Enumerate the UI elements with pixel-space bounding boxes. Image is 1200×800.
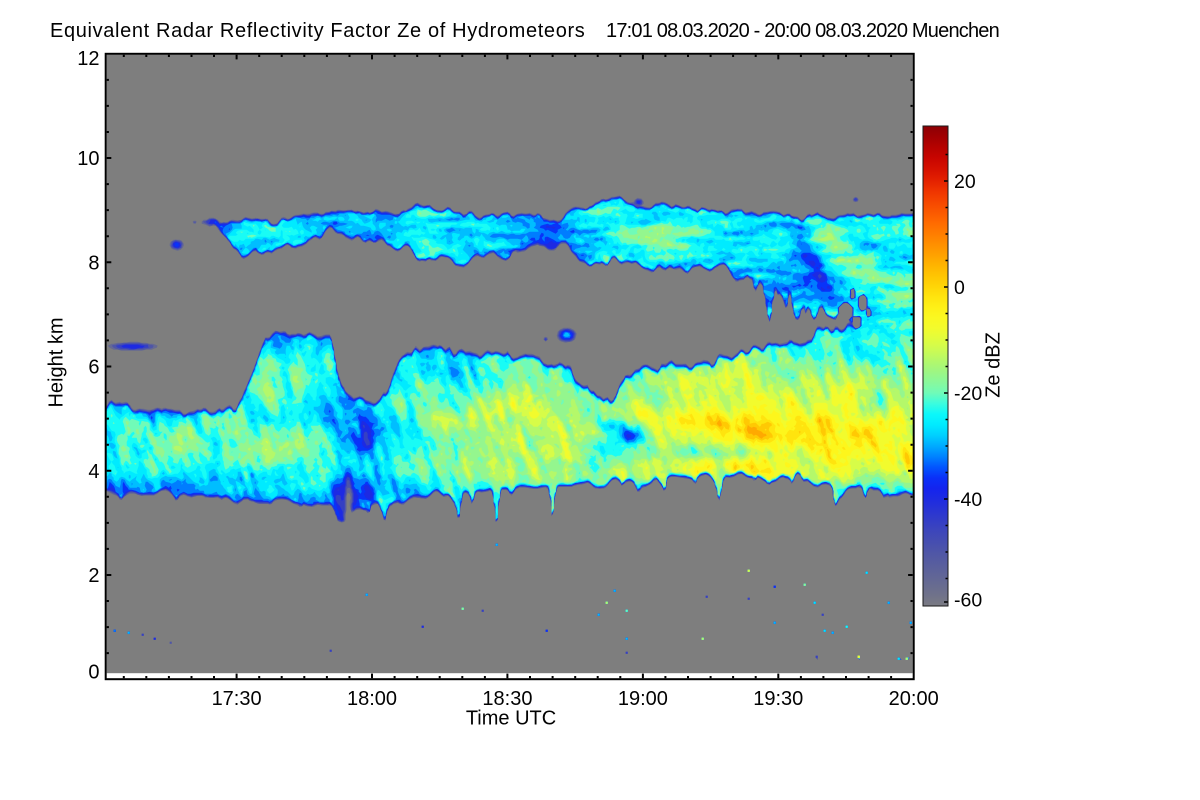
- svg-text:17:01 08.03.2020 - 20:00 08.03: 17:01 08.03.2020 - 20:00 08.03.2020 Muen…: [606, 20, 999, 42]
- svg-text:2: 2: [88, 565, 99, 587]
- svg-text:-20: -20: [954, 383, 982, 405]
- svg-text:4: 4: [88, 461, 99, 483]
- svg-text:Equivalent Radar Reflectivity: Equivalent Radar Reflectivity Factor Ze …: [50, 20, 585, 42]
- svg-text:Ze dBZ: Ze dBZ: [983, 332, 1005, 398]
- svg-text:18:00: 18:00: [347, 688, 397, 710]
- svg-text:Height km: Height km: [46, 317, 68, 407]
- svg-text:Time UTC: Time UTC: [466, 708, 556, 730]
- svg-text:0: 0: [88, 662, 99, 684]
- svg-text:17:30: 17:30: [212, 688, 262, 710]
- svg-text:19:00: 19:00: [618, 688, 668, 710]
- svg-text:-60: -60: [954, 590, 982, 612]
- svg-text:20:00: 20:00: [889, 688, 939, 710]
- svg-text:10: 10: [77, 148, 99, 170]
- svg-text:19:30: 19:30: [753, 688, 803, 710]
- svg-text:-40: -40: [954, 489, 982, 511]
- svg-text:6: 6: [88, 357, 99, 379]
- svg-text:20: 20: [954, 171, 976, 193]
- svg-text:0: 0: [954, 277, 965, 299]
- svg-text:8: 8: [88, 252, 99, 274]
- svg-text:12: 12: [77, 48, 99, 70]
- svg-text:18:30: 18:30: [482, 688, 532, 710]
